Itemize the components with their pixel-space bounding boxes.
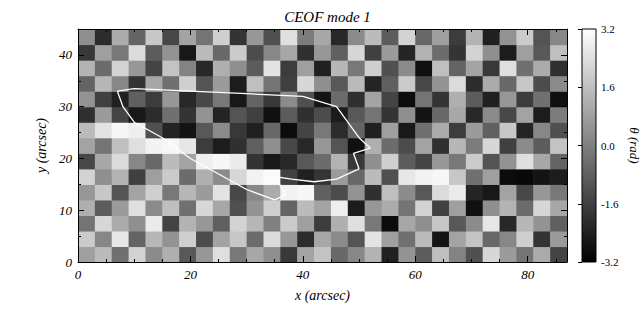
svg-text:40: 40 xyxy=(59,47,73,62)
svg-text:0: 0 xyxy=(75,267,82,282)
svg-text:1.6: 1.6 xyxy=(601,81,615,93)
svg-text:-1.6: -1.6 xyxy=(601,198,619,210)
svg-text:10: 10 xyxy=(59,203,73,218)
svg-text:0: 0 xyxy=(66,255,73,270)
svg-text:20: 20 xyxy=(184,267,198,282)
svg-text:0.0: 0.0 xyxy=(601,140,615,152)
svg-text:20: 20 xyxy=(59,151,73,166)
svg-text:30: 30 xyxy=(58,99,73,114)
svg-text:-3.2: -3.2 xyxy=(601,256,618,268)
svg-text:3.2: 3.2 xyxy=(601,23,615,35)
svg-text:CEOF mode 1: CEOF mode 1 xyxy=(284,9,371,25)
svg-text:θ (rad): θ (rad) xyxy=(627,127,642,163)
svg-text:y (arcsec): y (arcsec) xyxy=(34,118,50,175)
svg-text:80: 80 xyxy=(521,267,535,282)
svg-text:60: 60 xyxy=(409,267,423,282)
svg-text:x (arcsec): x (arcsec) xyxy=(294,288,350,304)
svg-text:40: 40 xyxy=(296,267,310,282)
